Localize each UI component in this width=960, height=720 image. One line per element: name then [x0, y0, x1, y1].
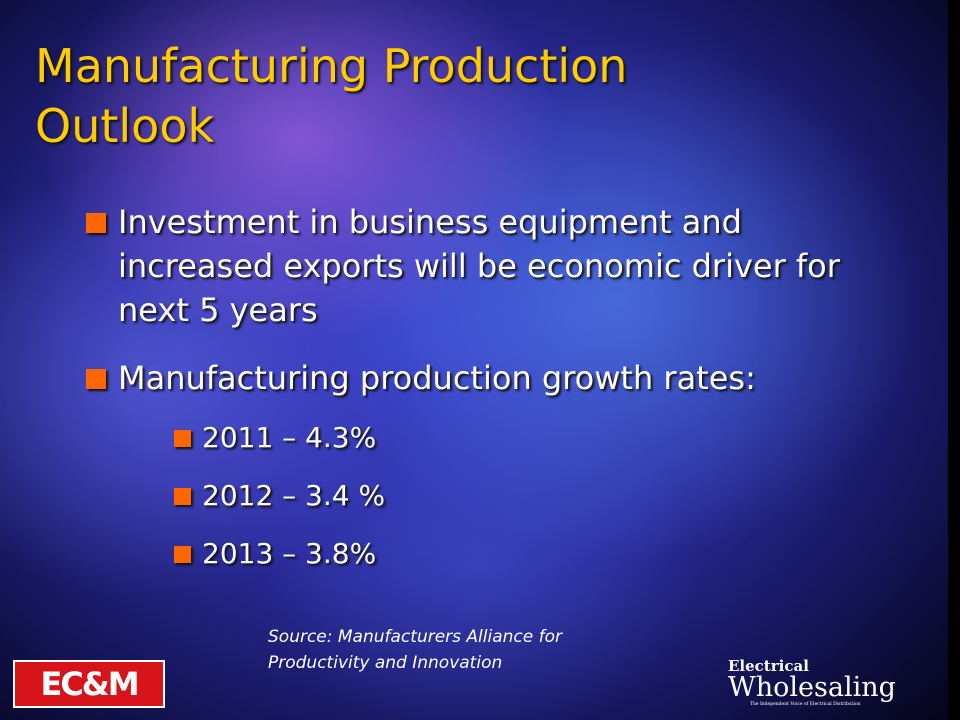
bullet-list: Investment in business equipment and inc… — [84, 200, 864, 598]
bullet: Manufacturing production growth rates: 2… — [84, 356, 864, 574]
sub-bullet-text: 2012 – 3.4 % — [202, 479, 386, 512]
sub-bullet: 2013 – 3.8% — [172, 534, 864, 574]
slide-title: Manufacturing Production Outlook — [35, 39, 628, 153]
logo-ecm: EC&M — [13, 660, 165, 708]
source-note: Source: Manufacturers Alliance for Produ… — [268, 627, 562, 673]
logo-text: Electrical — [728, 657, 809, 675]
sub-bullet: 2011 – 4.3% — [172, 418, 864, 458]
logo-electrical-wholesaling: Electrical Wholesaling The Independent V… — [728, 658, 898, 708]
bullet-marker — [174, 488, 191, 505]
bullet-marker — [86, 369, 106, 389]
bullet-marker — [86, 213, 106, 233]
sub-bullet-text: 2013 – 3.8% — [202, 537, 377, 570]
sub-bullet-text: 2011 – 4.3% — [202, 421, 377, 454]
bullet-text: Investment in business equipment and inc… — [118, 203, 840, 329]
edge-strip — [948, 0, 960, 720]
bullet-marker — [174, 546, 191, 563]
bullet-text: Manufacturing production growth rates: — [118, 359, 756, 397]
sub-bullet-list: 2011 – 4.3% 2012 – 3.4 % 2013 – 3.8% — [118, 418, 864, 574]
logo-tagline: The Independent Voice of Electrical Dist… — [750, 702, 861, 707]
bullet-marker — [174, 430, 191, 447]
bullet: Investment in business equipment and inc… — [84, 200, 864, 332]
sub-bullet: 2012 – 3.4 % — [172, 476, 864, 516]
logo-text: Wholesaling — [728, 672, 896, 703]
